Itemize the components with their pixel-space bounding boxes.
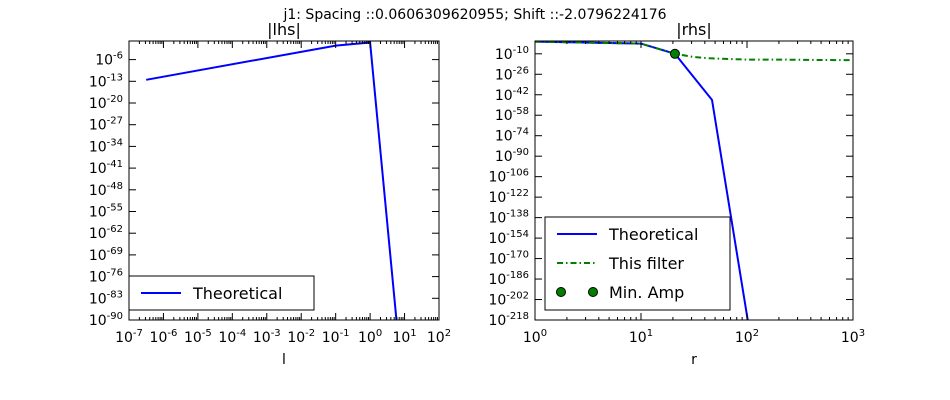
axes-frame: [128, 40, 440, 321]
y-tick-label: 10-170: [488, 250, 529, 268]
legend-entry: This filter: [608, 254, 684, 273]
y-tick-label: 10-58: [495, 106, 529, 124]
x-tick-label: 10-5: [184, 328, 212, 346]
legend-entry: Min. Amp: [609, 283, 684, 302]
y-tick-label: 10-62: [89, 224, 123, 242]
y-tick-label: 10-76: [89, 268, 123, 286]
chart-lhs: |lhs| 10-7 10-6 10-5 10-4 10-3 10-2 10-1 100 101 1…: [89, 20, 451, 368]
legend-swatch: [556, 287, 566, 297]
y-tick-label: 10-186: [488, 270, 529, 288]
y-tick-label: 10-6: [95, 51, 123, 69]
legend-swatch: [588, 287, 598, 297]
y-tick-label: 10-13: [89, 72, 123, 90]
chart-title: |lhs|: [267, 20, 301, 39]
y-tick-label: 10-55: [89, 203, 123, 221]
x-tick-label: 10-6: [150, 328, 178, 346]
axes-frame: [534, 40, 854, 321]
x-axis-label: l: [282, 352, 286, 368]
x-tick-label: 101: [392, 328, 416, 346]
x-tick-label: 10-3: [253, 328, 281, 346]
x-tick-label: 103: [841, 328, 865, 346]
series-line-this-filter: [535, 41, 853, 62]
legend: Theoretical This filter Min. Amp: [544, 216, 731, 311]
y-tick-label: 10-122: [488, 188, 529, 206]
y-tick-label: 10-20: [89, 94, 123, 112]
y-tick-label: 10-138: [488, 209, 529, 227]
legend: Theoretical: [128, 275, 315, 311]
y-tick-label: 10-90: [89, 311, 123, 329]
series-line-theoretical: [146, 41, 398, 320]
y-tick-label: 10-34: [89, 137, 123, 155]
y-tick-label: 10-27: [89, 116, 123, 134]
chart-rhs: |rhs| 100 101 102 103 10-10 10-26 10-42 10-58 10-…: [488, 20, 865, 368]
y-tick-label: 10-74: [495, 127, 529, 145]
y-tick-label: 10-106: [488, 168, 529, 186]
y-tick-label: 10-154: [488, 229, 529, 247]
x-tick-label: 102: [735, 328, 759, 346]
y-tick-label: 10-83: [89, 289, 123, 307]
plot-area: [146, 41, 398, 320]
legend-entry: Theoretical: [608, 225, 698, 244]
x-tick-label: 10-2: [287, 328, 315, 346]
x-tick-label: 10-7: [115, 328, 143, 346]
chart-title: |rhs|: [676, 20, 712, 39]
y-tick-label: 10-202: [488, 291, 529, 309]
y-tick-label: 10-69: [89, 246, 123, 264]
x-axis-label: r: [691, 352, 697, 368]
x-tick-label: 102: [427, 328, 451, 346]
data-point: [669, 48, 680, 59]
legend-entry: Theoretical: [192, 284, 282, 303]
x-tick-label: 101: [629, 328, 653, 346]
y-tick-label: 10-26: [495, 65, 529, 83]
x-tick-label: 100: [523, 328, 547, 346]
y-tick-label: 10-90: [495, 147, 529, 165]
legend-box: [128, 275, 315, 311]
y-tick-label: 10-48: [89, 181, 123, 199]
y-tick-label: 10-41: [89, 159, 123, 177]
y-tick-label: 10-218: [488, 311, 529, 329]
figure-suptitle: j1: Spacing ::0.0606309620955; Shift ::-…: [282, 7, 666, 23]
y-tick-label: 10-42: [495, 86, 529, 104]
x-tick-label: 10-1: [322, 328, 350, 346]
y-tick-label: 10-10: [495, 45, 529, 63]
x-tick-label: 100: [358, 328, 382, 346]
x-tick-label: 10-4: [218, 328, 246, 346]
